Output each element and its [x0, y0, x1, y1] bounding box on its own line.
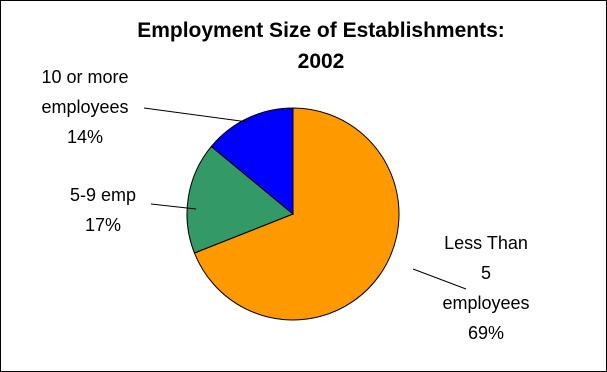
category-label: employees: [41, 97, 128, 117]
category-label: 5: [481, 263, 491, 283]
percent-label: 14%: [67, 127, 103, 147]
chart-title-line-2: 2002: [298, 50, 345, 73]
pie-slice-less-than-5-employees: [193, 107, 400, 321]
percent-label: 69%: [468, 323, 504, 343]
pie-slices: [186, 107, 400, 321]
pie-slice-5-9-emp: [186, 145, 294, 254]
leader-line-5-9-emp: [150, 203, 197, 210]
chart-title-line-1: Employment Size of Establishments:: [137, 19, 505, 42]
category-label: Less Than: [444, 233, 528, 253]
data-label-5-9-emp: 5-9 emp 17%: [70, 185, 136, 235]
leader-line-10-or-more-employees: [143, 107, 249, 123]
data-label-10-or-more-employees: 10 or more employees 14%: [41, 67, 128, 147]
category-label: 10 or more: [41, 67, 128, 87]
data-labels: Less Than 5 employees 69% 5-9 emp 17% 10 or mo…: [41, 67, 529, 343]
pie-slice-10-or-more-employees: [210, 107, 294, 216]
data-label-less-than-5-employees: Less Than 5 employees 69%: [442, 233, 529, 343]
percent-label: 17%: [85, 215, 121, 235]
leader-lines: [143, 107, 467, 290]
category-label: employees: [442, 293, 529, 313]
category-label: 5-9 emp: [70, 185, 136, 205]
leader-line-less-than-5-employees: [412, 268, 467, 290]
